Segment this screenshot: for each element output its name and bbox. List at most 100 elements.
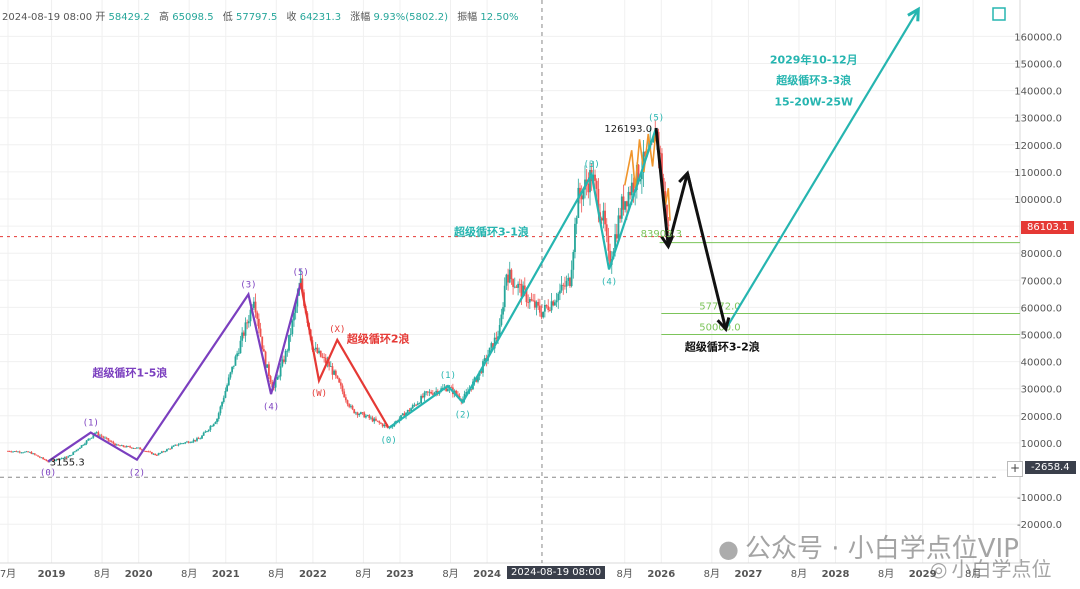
- candle-body: [10, 451, 13, 453]
- candle-body: [201, 435, 203, 439]
- watermark-text: 公众号 · 小白学点位VIP: [744, 534, 1019, 564]
- candle-body: [216, 418, 218, 423]
- candle: [209, 425, 212, 432]
- candle: [246, 319, 249, 330]
- candle: [229, 371, 232, 380]
- candle-body: [80, 445, 83, 448]
- add-alert-button[interactable]: +: [1007, 461, 1023, 477]
- candle-body: [624, 201, 627, 210]
- candle-body: [575, 217, 578, 224]
- candle-body: [614, 234, 617, 252]
- candle-body: [361, 412, 364, 414]
- candle-body: [182, 443, 185, 445]
- candle: [505, 273, 508, 290]
- last-price-badge: 86103.1: [1021, 221, 1075, 234]
- candle: [358, 412, 361, 417]
- candle-body: [206, 431, 208, 432]
- candle-body: [256, 312, 259, 319]
- candle: [262, 345, 265, 352]
- candle: [423, 390, 426, 402]
- candle: [428, 389, 431, 397]
- candle: [284, 349, 287, 365]
- candle-body: [15, 451, 18, 452]
- candle-body: [572, 252, 575, 270]
- candle: [135, 447, 138, 449]
- candle: [627, 186, 630, 210]
- ohlc-header: 2024-08-19 08:00 开 58429.2 高 65098.5 低 5…: [2, 8, 525, 23]
- candle: [80, 445, 83, 449]
- candle: [40, 457, 43, 459]
- candle-body: [522, 285, 525, 297]
- candle: [236, 350, 239, 360]
- candle: [622, 184, 625, 216]
- candle-body: [557, 293, 560, 301]
- candle-body: [227, 377, 230, 386]
- x-tick-label: 8月: [965, 568, 981, 580]
- candle: [574, 217, 576, 259]
- low-value: 57797.5: [235, 12, 278, 23]
- wave-label: (2): [129, 469, 145, 479]
- candle: [199, 437, 202, 440]
- candle-body: [179, 443, 182, 445]
- candle: [117, 444, 120, 446]
- candle: [231, 366, 234, 375]
- candle-body: [162, 451, 165, 453]
- candle-body: [354, 412, 357, 414]
- candle-body: [289, 333, 292, 335]
- candle-body: [53, 460, 56, 462]
- candle-body: [545, 304, 548, 307]
- candle: [13, 451, 16, 452]
- candle: [12, 451, 14, 453]
- candle: [553, 299, 556, 306]
- candle-body: [430, 391, 433, 394]
- candle-body: [22, 452, 24, 454]
- candle-body: [555, 300, 558, 303]
- candle: [124, 445, 126, 448]
- candle: [289, 328, 292, 342]
- candle: [338, 377, 341, 383]
- candle-body: [323, 357, 325, 358]
- candle-body: [416, 403, 419, 405]
- candle: [413, 402, 416, 407]
- candle-body: [370, 417, 372, 419]
- candle: [361, 412, 364, 415]
- candle-body: [567, 277, 570, 281]
- candle: [165, 448, 168, 452]
- candle-body: [336, 375, 339, 379]
- candle: [224, 387, 227, 399]
- candle-body: [319, 350, 322, 357]
- wave-line: [724, 8, 920, 330]
- candle: [187, 440, 190, 444]
- y-tick-label: -20000.0: [1017, 520, 1062, 531]
- candle: [227, 374, 230, 387]
- candle-body: [497, 336, 499, 339]
- candle: [45, 459, 48, 462]
- candle-body: [129, 446, 131, 448]
- candle: [241, 327, 244, 348]
- candle-body: [33, 453, 36, 455]
- candle: [89, 438, 91, 441]
- wave-labels: (0) (1) (2) (3) (4) (5) (X) (W) (0) (1) (2) (3) (4) (…: [40, 114, 664, 479]
- candle-body: [528, 299, 531, 303]
- candle-body: [154, 453, 157, 456]
- candle-body: [426, 391, 429, 393]
- candle: [32, 452, 34, 455]
- candle-body: [284, 351, 287, 362]
- candle-body: [135, 447, 138, 449]
- candle-body: [157, 453, 160, 456]
- candle: [410, 407, 412, 411]
- candle: [239, 335, 242, 354]
- candle-body: [257, 318, 260, 329]
- candle: [122, 445, 125, 448]
- candle-body: [196, 438, 198, 441]
- candle-body: [498, 325, 501, 337]
- candle: [570, 260, 573, 288]
- candle-body: [291, 320, 294, 334]
- candle: [279, 363, 282, 381]
- candle: [164, 450, 167, 453]
- candle: [425, 390, 428, 396]
- arrow-head: [907, 6, 920, 22]
- candle: [353, 408, 356, 414]
- candle: [278, 374, 280, 380]
- y-tick-label: 150000.0: [1014, 60, 1062, 71]
